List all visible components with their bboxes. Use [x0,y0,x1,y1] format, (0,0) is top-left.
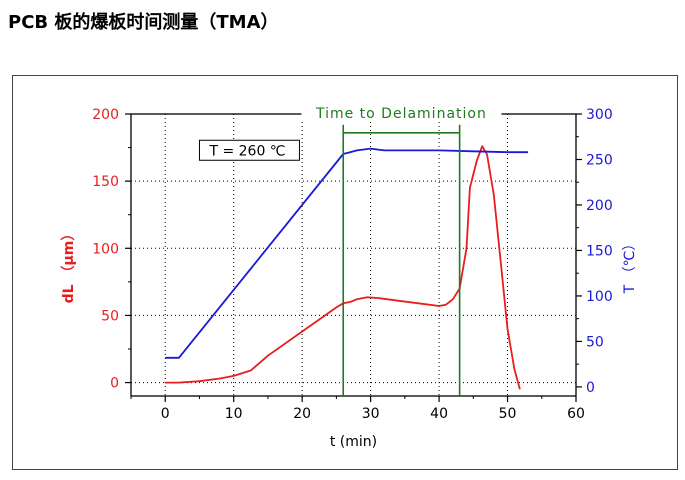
x-tick-label: 40 [430,406,448,422]
bracket-label-backing [301,103,502,121]
y-left-tick-label: 100 [92,241,119,257]
y-right-tick-label: 200 [586,198,613,214]
y-left-tick-label: 200 [92,107,119,123]
figure-frame: 0 10 20 30 40 50 60 0 50 100 150 200 0 50 100 150 200 250… [12,75,678,470]
series-line-temperature [165,147,529,359]
tma-chart: 0 10 20 30 40 50 60050100150200050100150200250… [61,103,638,450]
x-tick-label: 60 [567,406,585,422]
x-tick-label: 10 [225,406,243,422]
y-right-tick-label: 100 [586,289,613,305]
y-left-tick-label: 0 [110,376,119,392]
y-right-tick-label: 150 [586,243,613,259]
temperature-setpoint-box [198,139,300,161]
y-left-tick-label: 150 [92,174,119,190]
x-tick-label: 0 [161,406,170,422]
x-tick-label: 20 [293,406,311,422]
y-right-tick-label: 0 [586,380,595,396]
y-right-axis-title: T （℃） [622,237,638,295]
series-line-dl [165,145,521,390]
y-left-axis-title: dL （μm） [61,227,77,304]
y-right-tick-label: 250 [586,152,613,168]
time-to-delamination-label: Time to Delamination [315,106,487,122]
x-axis-title: t (min) [330,434,377,450]
plot-frame [130,113,577,397]
x-tick-label: 30 [362,406,380,422]
x-tick-label: 50 [499,406,517,422]
y-right-tick-label: 300 [586,107,613,123]
y-left-tick-label: 50 [101,308,119,324]
temperature-setpoint-label: T = 260 ℃ [208,143,285,159]
page-title: PCB 板的爆板时间测量（TMA） [8,12,279,33]
y-right-tick-label: 50 [586,334,604,350]
